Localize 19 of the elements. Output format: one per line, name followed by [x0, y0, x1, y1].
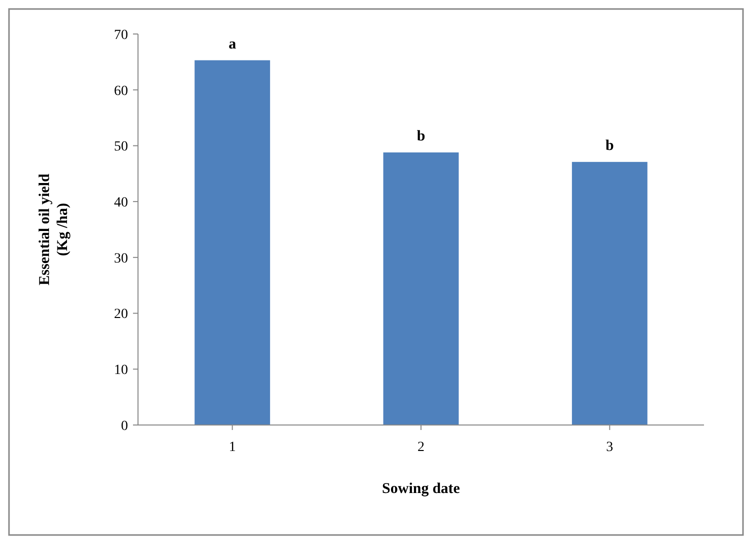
annotation: b: [605, 138, 614, 154]
bar: [194, 60, 270, 425]
y-tick-label: 50: [114, 140, 128, 155]
y-tick-label: 0: [121, 418, 128, 434]
x-tick-label: 1: [228, 440, 236, 455]
annotation: a: [228, 36, 237, 52]
y-tick-label: 30: [114, 251, 128, 266]
y-tick-label: 40: [114, 195, 128, 210]
x-tick-label: 3: [606, 440, 614, 455]
y-tick-label: 60: [114, 84, 128, 99]
y-tick-label: 20: [114, 307, 128, 322]
y-tick-label: 10: [114, 363, 128, 378]
bar: [383, 152, 459, 425]
y-axis-title: Essential oil yield (Kg /ha): [37, 173, 71, 286]
y-tick-label: 70: [114, 28, 128, 43]
annotation: b: [416, 128, 426, 144]
bar: [572, 162, 648, 425]
x-axis-title: Sowing date: [382, 481, 460, 497]
x-tick-label: 2: [418, 440, 424, 455]
